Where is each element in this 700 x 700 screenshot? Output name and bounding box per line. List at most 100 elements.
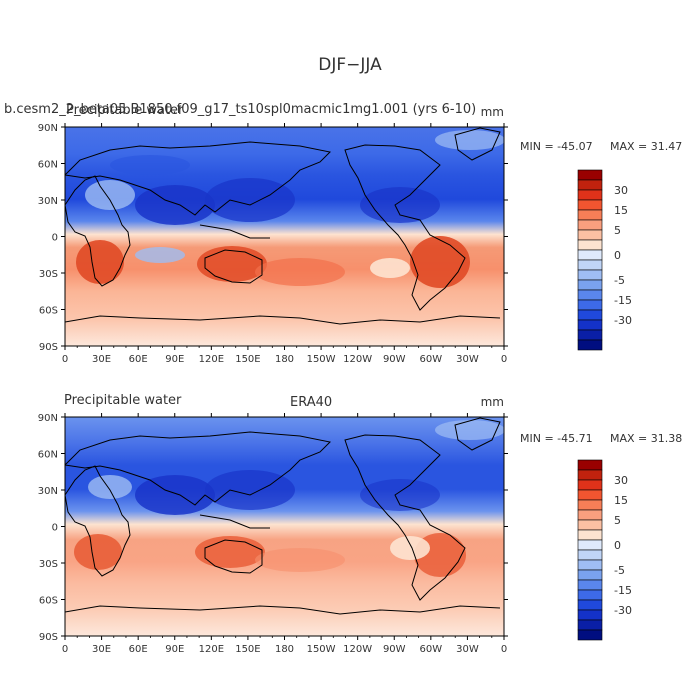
colorbar-swatch <box>577 539 603 551</box>
colorbar-swatch <box>577 489 603 501</box>
colorbar-swatch <box>577 579 603 591</box>
colorbar-swatch <box>577 249 603 261</box>
x-tick-label: 120W <box>343 354 372 365</box>
colorbar-swatch <box>577 259 603 271</box>
x-tick-label: 120W <box>343 644 372 655</box>
x-axis: 0 30E 60E 90E 120E 150E 180 150W 120W 90W 60W 30W 0 <box>62 123 507 365</box>
colorbar-swatch <box>577 629 603 641</box>
contour-field <box>65 127 504 346</box>
y-tick-label: 30N <box>38 196 58 207</box>
x-tick-label: 90E <box>165 644 184 655</box>
panel-obs: Precipitable water ERA40 mm MIN = -45.71… <box>38 393 682 655</box>
colorbar-label: -5 <box>614 274 625 287</box>
colorbar-swatch <box>577 559 603 571</box>
colorbar-swatch <box>577 269 603 281</box>
colorbar-label: 30 <box>614 184 628 197</box>
colorbar-swatch <box>577 199 603 211</box>
x-tick-label: 120E <box>199 354 224 365</box>
x-tick-label: 30W <box>456 354 479 365</box>
colorbar-label: -15 <box>614 294 632 307</box>
colorbar-label: 5 <box>614 224 621 237</box>
y-tick-label: 90S <box>39 632 58 643</box>
colorbar-swatch <box>577 599 603 611</box>
colorbar-swatch <box>577 519 603 531</box>
colorbar-swatch <box>577 209 603 221</box>
colorbar-label: 15 <box>614 494 628 507</box>
max-label: MAX = 31.38 <box>610 432 682 445</box>
panel-left-title: Precipitable water <box>64 393 182 408</box>
colorbar-swatch <box>577 189 603 201</box>
colorbar-swatch <box>577 459 603 471</box>
colorbar-swatch <box>577 319 603 331</box>
colorbar-swatch <box>577 509 603 521</box>
colorbar-label: -15 <box>614 584 632 597</box>
colorbar-label: 0 <box>614 539 621 552</box>
x-tick-label: 60E <box>129 354 148 365</box>
x-tick-label: 30E <box>92 644 111 655</box>
colorbar-swatch <box>577 169 603 181</box>
min-label: MIN = -45.71 <box>520 432 593 445</box>
y-tick-label: 90N <box>38 123 58 134</box>
y-tick-label: 0 <box>52 233 58 244</box>
x-tick-label: 150W <box>307 354 336 365</box>
y-tick-label: 60S <box>39 306 58 317</box>
panel-model: Precipitable water b.cesm2_2_beta05.B185… <box>4 102 682 365</box>
x-tick-label: 0 <box>501 644 507 655</box>
panel-left-title: Precipitable water <box>66 103 184 118</box>
colorbar-label: 5 <box>614 514 621 527</box>
y-tick-label: 0 <box>52 523 58 534</box>
colorbar-label: 30 <box>614 474 628 487</box>
x-tick-label: 60W <box>420 354 443 365</box>
x-tick-label: 180 <box>275 354 294 365</box>
colorbar-swatch <box>577 339 603 351</box>
panel-units: mm <box>481 105 504 119</box>
colorbar-label: -30 <box>614 604 632 617</box>
max-label: MAX = 31.47 <box>610 140 682 153</box>
colorbar-swatch <box>577 499 603 511</box>
panel-units: mm <box>481 395 504 409</box>
x-tick-label: 60E <box>129 644 148 655</box>
x-tick-label: 90W <box>383 354 406 365</box>
colorbar-swatch <box>577 589 603 601</box>
panel-case-title: b.cesm2_2_beta05.B1850.f09_g17_ts10spl0m… <box>4 102 476 117</box>
y-tick-label: 90S <box>39 342 58 353</box>
colorbar-swatch <box>577 229 603 241</box>
colorbar-swatch <box>577 299 603 311</box>
y-tick-label: 30S <box>39 269 58 280</box>
x-tick-label: 150E <box>235 644 260 655</box>
contour-field <box>65 417 504 636</box>
colorbar-swatch <box>577 309 603 321</box>
y-tick-label: 60N <box>38 450 58 461</box>
colorbar-swatch <box>577 529 603 541</box>
x-tick-label: 150W <box>307 644 336 655</box>
x-tick-label: 60W <box>420 644 443 655</box>
y-tick-label: 30N <box>38 486 58 497</box>
colorbar-swatch <box>577 469 603 481</box>
x-tick-label: 30W <box>456 644 479 655</box>
colorbar-label: 15 <box>614 204 628 217</box>
colorbar-label: -5 <box>614 564 625 577</box>
x-axis: 0 30E 60E 90E 120E 150E 180 150W 120W 90W 60W 30W 0 <box>62 413 507 655</box>
x-tick-label: 30E <box>92 354 111 365</box>
x-tick-label: 180 <box>275 644 294 655</box>
colorbar-label: 0 <box>614 249 621 262</box>
x-tick-label: 90W <box>383 644 406 655</box>
figure-title: DJF−JJA <box>318 55 382 75</box>
x-tick-label: 90E <box>165 354 184 365</box>
colorbar-swatch <box>577 479 603 491</box>
colorbar: 30 15 5 0 -5 -15 -30 <box>577 169 632 351</box>
colorbar-swatch <box>577 609 603 621</box>
colorbar-swatch <box>577 569 603 581</box>
colorbar-swatch <box>577 179 603 191</box>
colorbar-swatch <box>577 329 603 341</box>
min-label: MIN = -45.07 <box>520 140 593 153</box>
x-tick-label: 0 <box>62 644 68 655</box>
x-tick-label: 120E <box>199 644 224 655</box>
colorbar-swatch <box>577 279 603 291</box>
colorbar-swatch <box>577 619 603 631</box>
colorbar-swatch <box>577 289 603 301</box>
y-axis: 90N 60N 30N 0 30S 60S 90S <box>38 413 508 643</box>
colorbar-swatch <box>577 239 603 251</box>
colorbar-label: -30 <box>614 314 632 327</box>
x-tick-label: 0 <box>62 354 68 365</box>
